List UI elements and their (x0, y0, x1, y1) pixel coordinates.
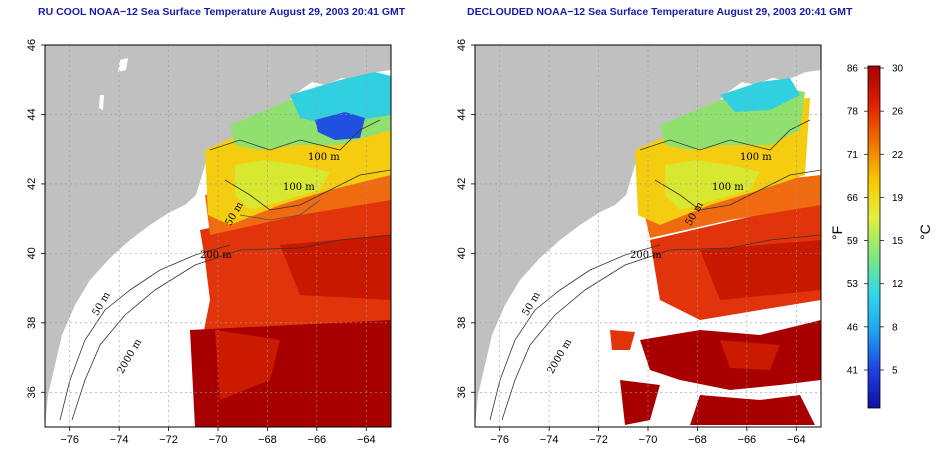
map-panel-left: 100 m 100 m 50 m 200 m 50 m 2000 m −76 −7… (26, 39, 392, 446)
x-tick-label: −66 (738, 434, 757, 446)
map-title-left: RU COOL NOAA−12 Sea Surface Temperature … (38, 6, 406, 18)
x-tick-label: −76 (490, 434, 509, 446)
y-tick-label: 36 (456, 386, 468, 398)
x-tick-label: −64 (787, 434, 806, 446)
contour-label-100m-a: 100 m (740, 152, 772, 163)
colorbar-celsius-tick: 30 (892, 64, 904, 75)
contour-label-200m: 200 m (630, 250, 662, 261)
y-tick-label: 42 (456, 178, 468, 190)
y-tick-label: 36 (26, 386, 38, 398)
colorbar-fahrenheit-tick: 86 (847, 64, 859, 75)
x-tick-label: −76 (60, 434, 79, 446)
colorbar-celsius-tick: 5 (892, 366, 898, 377)
x-tick-label: −70 (209, 434, 228, 446)
colorbar-celsius-tick: 12 (892, 279, 904, 290)
colorbar-fahrenheit-tick: 41 (847, 366, 859, 377)
y-tick-label: 40 (456, 247, 468, 259)
y-tick-label: 46 (26, 39, 38, 51)
y-tick-label: 38 (26, 317, 38, 329)
colorbar-celsius-tick: 15 (892, 236, 904, 247)
temperature-colorbar: 86 78 71 66 59 53 46 41 30 26 22 19 15 12 8 5 °F °C (829, 64, 933, 409)
colorbar-celsius-tick: 26 (892, 107, 904, 118)
celsius-unit-label: °C (917, 224, 933, 240)
x-tick-label: −66 (308, 434, 327, 446)
contour-label-100m-a: 100 m (308, 152, 340, 163)
x-tick-label: −68 (258, 434, 277, 446)
colorbar-celsius-tick: 19 (892, 193, 904, 204)
contour-label-100m-b: 100 m (283, 182, 315, 193)
colorbar-celsius-tick: 22 (892, 150, 904, 161)
y-tick-label: 44 (26, 108, 38, 120)
contour-label-200m: 200 m (200, 250, 232, 261)
x-tick-label: −72 (589, 434, 608, 446)
colorbar-fahrenheit-tick: 46 (847, 322, 859, 333)
land-mass (45, 45, 391, 427)
y-tick-label: 42 (26, 178, 38, 190)
colorbar-fahrenheit-tick: 71 (847, 150, 859, 161)
land-mass (475, 45, 821, 427)
y-tick-label: 46 (456, 39, 468, 51)
map-title-right: DECLOUDED NOAA−12 Sea Surface Temperatur… (467, 6, 853, 18)
x-tick-label: −74 (540, 434, 559, 446)
colorbar-fahrenheit-tick: 53 (847, 279, 859, 290)
x-tick-label: −72 (159, 434, 178, 446)
colorbar-gradient (867, 65, 881, 409)
map-panel-right: 100 m 100 m 50 m 200 m 50 m 2000 m −76 −7… (456, 39, 822, 446)
colorbar-celsius-tick: 8 (892, 322, 898, 333)
y-tick-label: 38 (456, 317, 468, 329)
contour-label-100m-b: 100 m (712, 182, 744, 193)
x-tick-label: −68 (688, 434, 707, 446)
x-tick-label: −74 (110, 434, 129, 446)
x-tick-label: −64 (357, 434, 376, 446)
y-tick-label: 44 (456, 108, 468, 120)
x-tick-label: −70 (639, 434, 658, 446)
colorbar-fahrenheit-tick: 59 (847, 236, 859, 247)
colorbar-fahrenheit-tick: 66 (847, 193, 859, 204)
y-tick-label: 40 (26, 247, 38, 259)
fahrenheit-unit-label: °F (829, 226, 845, 240)
colorbar-fahrenheit-tick: 78 (847, 107, 859, 118)
